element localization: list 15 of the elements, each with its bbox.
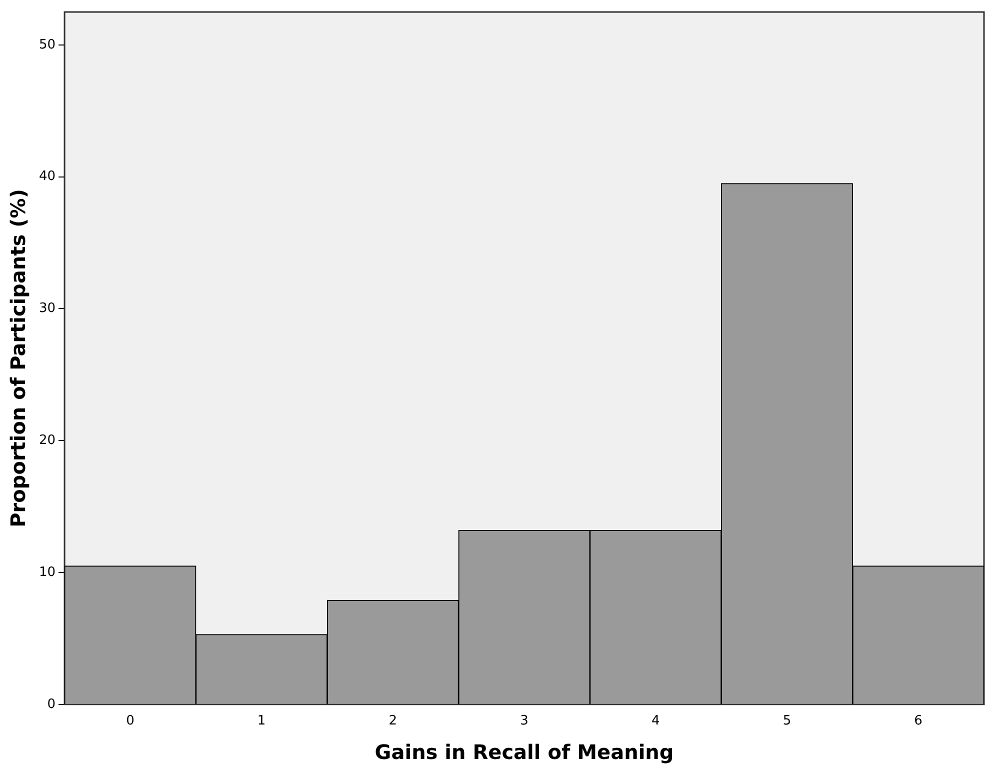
x-tick-label: 3 <box>520 714 528 729</box>
y-tick-label: 40 <box>38 169 56 184</box>
x-axis-title: Gains in Recall of Meaning <box>374 740 674 764</box>
y-tick-label: 30 <box>38 301 56 316</box>
y-tick-label: 10 <box>38 564 56 580</box>
x-tick-label: 5 <box>782 714 792 729</box>
y-tick-label: 50 <box>38 37 56 52</box>
y-tick-label: 0 <box>47 696 56 712</box>
x-tick-label: 4 <box>651 714 660 729</box>
x-tick-label: 6 <box>914 714 922 729</box>
y-axis-title: Proportion of Participants (%) <box>6 189 30 528</box>
x-tick-label: 1 <box>257 714 266 729</box>
y-tick-label: 20 <box>38 433 56 448</box>
x-tick-label: 0 <box>126 714 134 729</box>
x-tick-label: 2 <box>388 714 398 729</box>
